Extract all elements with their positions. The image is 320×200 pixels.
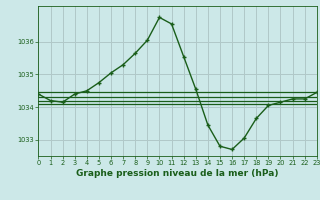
X-axis label: Graphe pression niveau de la mer (hPa): Graphe pression niveau de la mer (hPa) bbox=[76, 169, 279, 178]
